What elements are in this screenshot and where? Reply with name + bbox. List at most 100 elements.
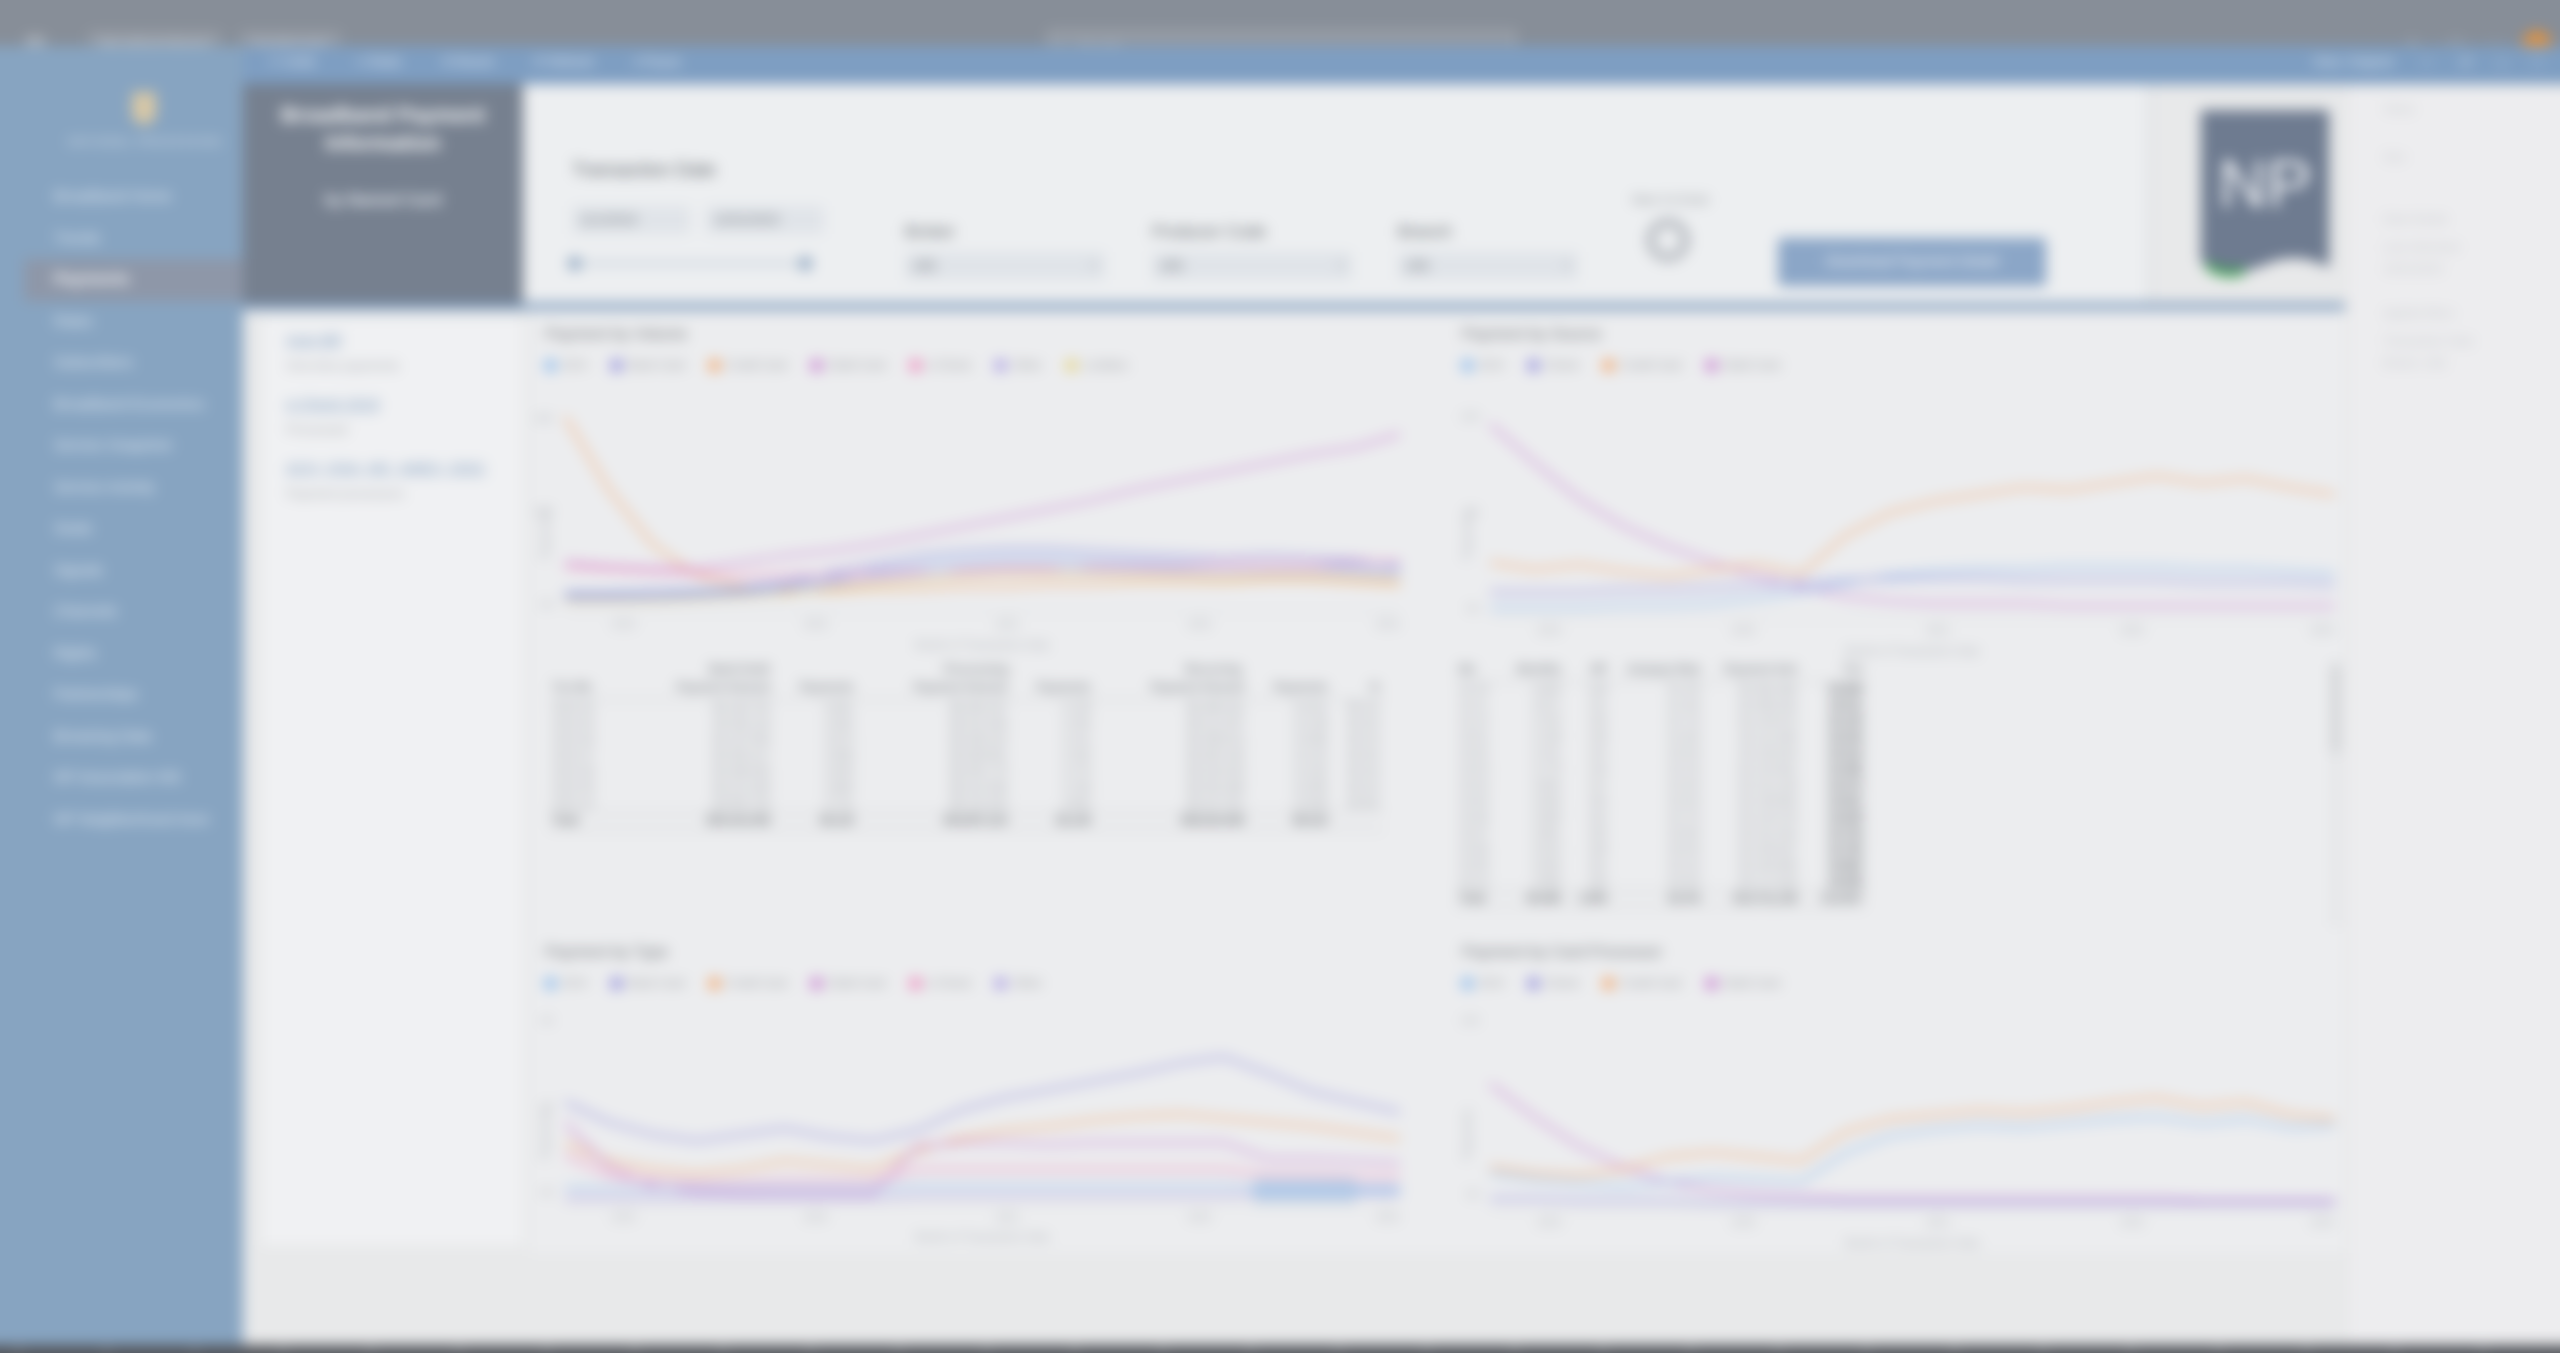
sidebar-item[interactable]: Signals <box>54 561 104 579</box>
taskbar-item[interactable] <box>368 1348 374 1351</box>
legend-item[interactable]: Debit Card <box>811 358 886 372</box>
legend-item[interactable]: Other <box>995 976 1042 990</box>
legend-item[interactable]: ACH <box>1462 358 1504 372</box>
table-row[interactable]: 2023-08 $4,288,063 6,930 $6,455,770 3,775 $5,… <box>552 766 1380 778</box>
toolbar-button[interactable]: ⇄ <box>2460 54 2472 69</box>
filter-link[interactable]: Auto Bill <box>286 332 342 349</box>
date-range-slider[interactable] <box>568 257 812 270</box>
taskbar-item[interactable] <box>2216 1348 2222 1351</box>
taskbar-item[interactable] <box>1864 1348 1870 1351</box>
toolbar-button[interactable]: ⏸ Pause <box>634 54 681 69</box>
taskbar-item[interactable] <box>456 1348 462 1351</box>
table-row[interactable]: 23-10 3,958 164 63.3% $1,171,528 16,940 <box>1459 876 1863 888</box>
taskbar-item[interactable] <box>1952 1348 1958 1351</box>
taskbar-item[interactable] <box>720 1348 726 1351</box>
table-row[interactable]: 22-11 3,671 131 61.4% $1,098,250 16,011 <box>1459 700 1863 712</box>
table-row[interactable]: 23-06 3,858 152 62.7% $1,144,378 16,628 <box>1459 812 1863 824</box>
sidebar-item[interactable]: Browsing Data <box>54 727 152 745</box>
branch-select[interactable]: (All) ▾ <box>1398 252 1578 280</box>
taskbar-item[interactable] <box>104 1348 110 1351</box>
new-vs-exist-donut[interactable] <box>1646 218 1690 262</box>
slider-handle-right[interactable] <box>799 257 812 270</box>
taskbar-item[interactable] <box>2304 1348 2310 1351</box>
table-row[interactable]: 22-10 3,644 128 61.2% $1,092,384 15,930 <box>1459 684 1863 696</box>
payments-summary-table[interactable]: Bank Draft Processing Recurring Txn Mo Payme… <box>548 660 1384 830</box>
filter-link[interactable]: ACH, VISA, MC, AMEX, DISC <box>286 460 487 477</box>
table-row[interactable]: 22-12 3,702 135 61.7% $1,104,873 16,120 <box>1459 716 1863 728</box>
table-row[interactable]: 23-02 3,751 142 62.0% $1,118,034 16,310 <box>1459 748 1863 760</box>
table-row[interactable]: 23-01 3,738 139 61.9% $1,112,490 16,244 <box>1459 732 1863 744</box>
legend-item[interactable]: ACH <box>545 976 587 990</box>
taskbar-item[interactable] <box>2128 1348 2134 1351</box>
sidebar-item[interactable]: Partnerships <box>54 686 139 703</box>
taskbar-item[interactable] <box>808 1348 814 1351</box>
legend-item[interactable]: Credit Card <box>1603 358 1682 372</box>
taskbar-item[interactable] <box>1248 1348 1254 1351</box>
toolbar-button[interactable]: ↪ Redo <box>355 54 402 69</box>
taskbar-item[interactable] <box>2040 1348 2046 1351</box>
taskbar-item[interactable] <box>1776 1348 1782 1351</box>
taskbar-item[interactable] <box>1160 1348 1166 1351</box>
table-row[interactable]: 23-04 3,804 147 62.4% $1,131,226 16,472 <box>1459 780 1863 792</box>
monthly-detail-table[interactable]: Mo Monthly NP Autopay Rate Payment Amt Txn 22-… <box>1455 662 1867 908</box>
table-row[interactable]: 23-03 3,779 144 62.2% $1,124,581 16,395 <box>1459 764 1863 776</box>
table-row[interactable]: 23-07 3,881 155 62.8% $1,151,042 16,704 <box>1459 828 1863 840</box>
sidebar-item[interactable]: NP Neighborhood Assn <box>54 810 210 828</box>
taskbar-item[interactable] <box>1424 1348 1430 1351</box>
sidebar-item[interactable]: Broadband Home <box>54 188 172 205</box>
table-row[interactable]: 23-09 3,934 161 63.1% $1,164,980 16,862 <box>1459 860 1863 872</box>
sidebar-item[interactable]: Broadband Economics <box>54 395 205 413</box>
legend-item[interactable]: ACH <box>1462 976 1504 990</box>
taskbar-item[interactable] <box>192 1348 198 1351</box>
toolbar-button[interactable]: ⛶ <box>2532 54 2542 69</box>
date-start-input[interactable]: 11/1/2019 <box>572 206 690 234</box>
taskbar-item[interactable] <box>1072 1348 1078 1351</box>
legend-item[interactable]: Bank Card <box>611 358 685 372</box>
legend-item[interactable]: ACH <box>545 358 587 372</box>
chart-payment-by-volume[interactable] <box>565 390 1400 612</box>
taskbar-item[interactable] <box>544 1348 550 1351</box>
table-row[interactable]: 2023-06 $4,197,845 6,873 $6,408,232 3,741 $5,… <box>552 734 1380 746</box>
help-icon[interactable]: ? <box>2408 37 2416 54</box>
table-row[interactable]: 2023-09 $4,221,509 6,884 $6,414,356 3,748 $5,… <box>552 782 1380 794</box>
producer-code-select[interactable]: (All) ▾ <box>1152 252 1352 280</box>
legend-item[interactable]: Credit Card <box>709 358 787 372</box>
taskbar-item[interactable] <box>280 1348 286 1351</box>
slider-handle-left[interactable] <box>568 257 581 270</box>
table-row[interactable]: 2023-05 $4,260,119 6,902 $6,431,584 3,760 $5,… <box>552 718 1380 730</box>
table-row[interactable]: 2023-04 $4,183,702 6,841 $6,392,047 3,729 $5,… <box>552 702 1380 714</box>
taskbar-item[interactable] <box>1600 1348 1606 1351</box>
legend-item[interactable]: Bank Card <box>611 976 685 990</box>
sidebar-item[interactable]: Channels <box>54 603 118 620</box>
sidebar-item[interactable]: Seats <box>54 520 93 537</box>
legend-item[interactable]: Check <box>1528 358 1579 372</box>
taskbar-item[interactable] <box>1512 1348 1518 1351</box>
legend-item[interactable]: Credit Card <box>709 976 787 990</box>
taskbar-item[interactable] <box>1336 1348 1342 1351</box>
toolbar-button[interactable]: ☆ <box>2420 54 2433 69</box>
legend-item[interactable]: e-Check <box>909 976 971 990</box>
taskbar-item[interactable] <box>632 1348 638 1351</box>
sidebar-item[interactable]: Subscribers <box>54 354 134 371</box>
table-row[interactable]: 2023-10 $3,953,700 6,731 $6,215,320 3,600 $5,… <box>552 798 1380 810</box>
filter-link[interactable]: e-Check 2019 <box>286 396 380 413</box>
sidebar-item[interactable]: Service Activity <box>54 478 155 496</box>
table-row[interactable]: 23-05 3,836 150 62.5% $1,138,905 16,551 <box>1459 796 1863 808</box>
sidebar-item[interactable]: Trends <box>54 229 101 247</box>
taskbar-item[interactable] <box>16 1348 22 1351</box>
taskbar[interactable] <box>0 1345 2560 1353</box>
sidebar-item[interactable]: Rights <box>54 644 97 662</box>
legend-item[interactable]: Lockbox <box>1066 358 1128 372</box>
legend-item[interactable]: Debit Card <box>1705 358 1780 372</box>
legend-item[interactable]: Debit Card <box>1705 976 1780 990</box>
chart-payment-by-source[interactable] <box>1490 390 2335 618</box>
legend-item[interactable]: Check <box>1528 976 1579 990</box>
taskbar-item[interactable] <box>984 1348 990 1351</box>
toolbar-button[interactable]: View: Original <box>2312 54 2393 69</box>
legend-item[interactable]: e-Check <box>909 358 971 372</box>
legend-item[interactable]: Other <box>995 358 1042 372</box>
legend-item[interactable]: Debit Card <box>811 976 886 990</box>
chart-payment-by-card-processor[interactable] <box>1490 1000 2335 1210</box>
toolbar-button[interactable]: ↩ Undo <box>270 54 316 69</box>
legend-item[interactable]: Credit Card <box>1603 976 1682 990</box>
